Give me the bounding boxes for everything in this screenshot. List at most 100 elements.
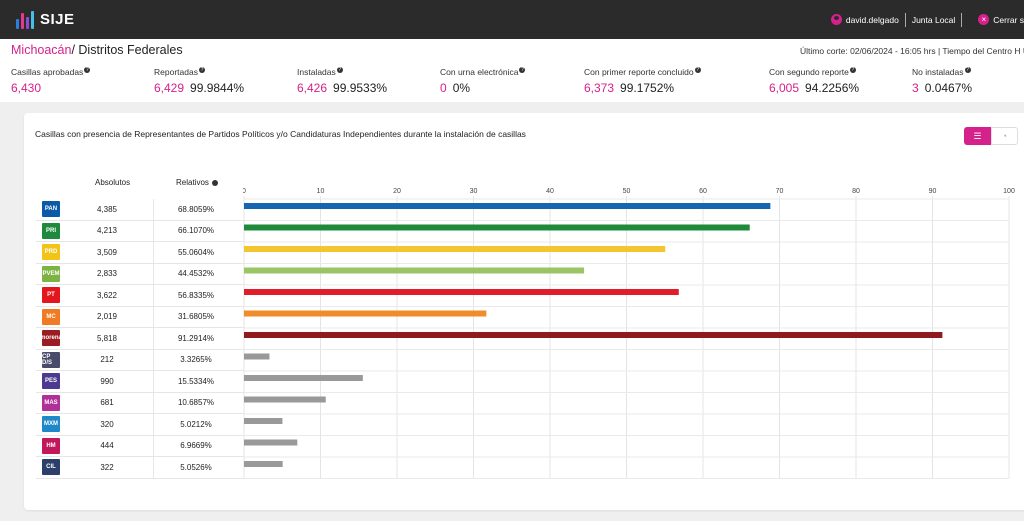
stat-label: No instaladas? [912, 67, 971, 77]
stat-label: Con segundo reporte? [769, 67, 856, 77]
party-logo: PT [42, 287, 60, 304]
stat-4: Con primer reporte concluido? 6,373 99.17… [584, 67, 701, 95]
info-icon[interactable]: ? [519, 67, 526, 73]
bar[interactable] [244, 267, 585, 274]
info-icon[interactable]: ? [336, 67, 343, 73]
bar[interactable] [244, 332, 943, 338]
relativos-cell: 15.5334% [177, 376, 215, 386]
absolutos-cell: 444 [100, 441, 114, 451]
x-tick-label: 50 [623, 188, 631, 195]
info-icon[interactable] [211, 179, 218, 186]
state-link[interactable]: Michoacán [11, 43, 72, 57]
absolutos-cell: 2,019 [96, 312, 118, 322]
stat-number[interactable]: 6,373 [584, 81, 615, 95]
app-logo[interactable]: SIJE [16, 10, 75, 29]
x-tick-label: 100 [1003, 188, 1015, 195]
stat-number[interactable]: 6,429 [154, 81, 185, 95]
bar[interactable] [244, 353, 270, 360]
bar[interactable] [244, 224, 750, 231]
table-row: PT 3,622 56.8335% [36, 285, 244, 307]
table-row: PRI 4,213 66.1070% [36, 220, 244, 242]
username[interactable]: david.delgado [845, 14, 899, 25]
relativos-cell: 56.8335% [177, 290, 215, 300]
col-relativos-label: Relativos [176, 178, 209, 187]
divider [904, 12, 906, 27]
bar[interactable] [244, 203, 771, 209]
bar[interactable] [244, 246, 666, 252]
x-tick-label: 10 [317, 188, 325, 195]
party-logo: MC [42, 308, 60, 325]
info-icon[interactable]: ? [198, 67, 205, 73]
relativos-cell: 6.9669% [180, 441, 212, 451]
relativos-cell: 5.0526% [180, 462, 212, 472]
stat-number[interactable]: 3 [912, 81, 919, 95]
bar[interactable] [244, 310, 487, 317]
absolutos-cell: 322 [100, 462, 114, 472]
bar[interactable] [244, 461, 283, 467]
user-icon [830, 14, 842, 25]
stat-label: Reportadas? [154, 67, 205, 77]
relativos-cell: 55.0604% [177, 247, 215, 257]
bar[interactable] [244, 289, 679, 295]
stat-0: Casillas aprobadas? 6,430 [11, 67, 91, 95]
table-row: MC 2,019 31.6805% [36, 306, 244, 328]
pie-icon: ◔ [1001, 131, 1008, 141]
table-row: MAS 681 10.6857% [36, 392, 244, 414]
list-view-button[interactable]: ☰ [964, 127, 991, 145]
stat-percent: 0.0467% [924, 81, 973, 95]
bar[interactable] [244, 375, 363, 381]
stat-5: Con segundo reporte? 6,005 94.2256% [769, 67, 859, 95]
cutoff-time: Último corte: 02/06/2024 - 16:05 hrs | T… [800, 46, 1024, 56]
info-icon[interactable]: ? [849, 67, 856, 73]
x-tick-label: 20 [393, 188, 401, 195]
stat-label: Casillas aprobadas? [11, 67, 91, 77]
party-logo: PRD [42, 244, 60, 261]
stat-percent: 99.9844% [190, 81, 245, 95]
stat-2: Instaladas? 6,426 99.9533% [297, 67, 387, 95]
list-icon: ☰ [973, 130, 982, 141]
party-logo: morena [40, 330, 62, 347]
table-row: CP D/S 212 3.3265% [36, 349, 244, 371]
logout-button[interactable]: Cerrar s [993, 14, 1024, 25]
logout-icon[interactable]: × [978, 14, 990, 25]
stat-number[interactable]: 6,430 [11, 81, 42, 95]
absolutos-cell: 3,509 [96, 247, 118, 257]
bar[interactable] [244, 439, 298, 446]
table-row: PRD 3,509 55.0604% [36, 242, 244, 264]
x-tick-label: 60 [699, 188, 707, 195]
info-icon[interactable]: ? [84, 67, 91, 73]
absolutos-cell: 5,818 [96, 333, 118, 343]
x-tick-label: 30 [470, 188, 478, 195]
party-logo: CP D/S [42, 351, 60, 368]
party-logo: PAN [42, 201, 60, 218]
summary-header: Michoacán/ Distritos Federales Último co… [0, 39, 1024, 102]
user-area: david.delgado Junta Local × Cerrar s [830, 0, 1024, 39]
table-row: HM 444 6.9669% [36, 435, 244, 457]
table-row: PES 990 15.5334% [36, 371, 244, 393]
stat-percent: 94.2256% [805, 81, 860, 95]
stat-number[interactable]: 6,426 [297, 81, 328, 95]
info-icon[interactable]: ? [964, 67, 971, 73]
party-logo: HM [42, 437, 60, 454]
bar-chart: 0 10 20 30 40 50 60 70 80 90 100 [243, 188, 1015, 479]
absolutos-cell: 4,385 [96, 204, 118, 214]
table-row: CIL 322 5.0526% [36, 457, 244, 479]
party-logo: PRI [42, 222, 60, 239]
chart-view-button[interactable]: ◔ [991, 127, 1018, 145]
table-row: MXM 320 5.0212% [36, 414, 244, 436]
absolutos-cell: 212 [100, 355, 114, 365]
relativos-cell: 68.8059% [177, 204, 215, 214]
stat-percent: 99.9533% [333, 81, 388, 95]
absolutos-cell: 4,213 [96, 226, 118, 236]
table-row: morena 5,818 91.2914% [36, 328, 244, 350]
logo-bars-icon [16, 10, 34, 29]
bar[interactable] [244, 396, 326, 403]
info-icon[interactable]: ? [694, 67, 701, 73]
bar[interactable] [244, 418, 283, 424]
stat-number[interactable]: 0 [440, 81, 447, 95]
stat-number[interactable]: 6,005 [769, 81, 800, 95]
col-relativos: Relativos [176, 178, 218, 187]
page-title: Michoacán/ Distritos Federales [11, 43, 183, 57]
view-toggle: ☰ ◔ [964, 127, 1018, 145]
stat-percent: 0% [452, 81, 471, 95]
